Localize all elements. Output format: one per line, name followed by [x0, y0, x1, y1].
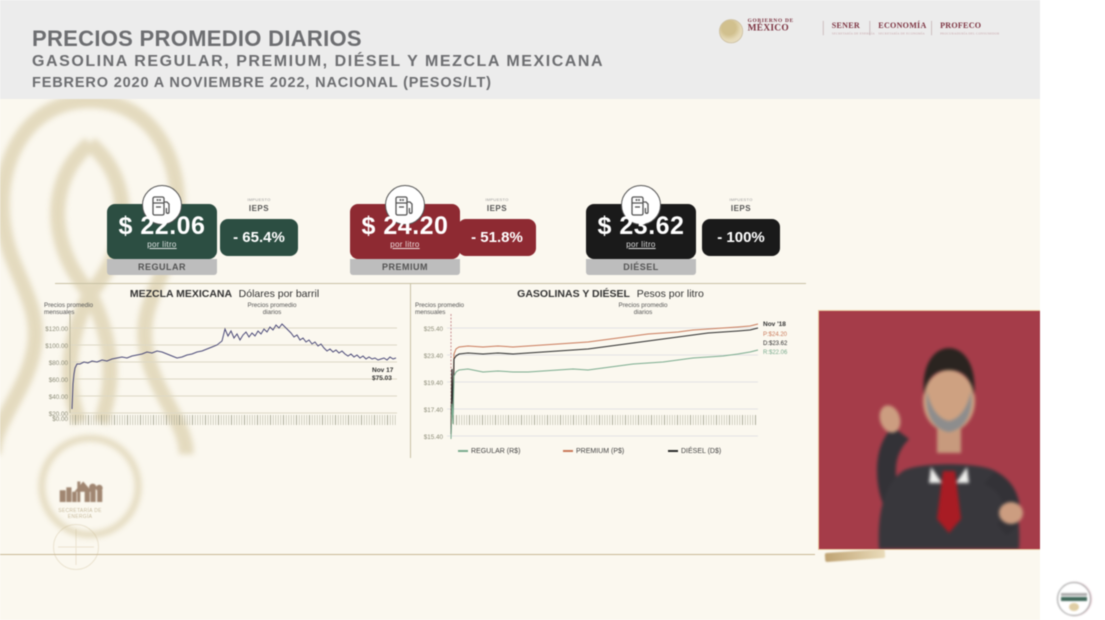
svg-text:$19.40: $19.40 [424, 380, 444, 387]
svg-text:$60.00: $60.00 [49, 377, 69, 384]
svg-text:$0.00: $0.00 [52, 416, 68, 423]
svg-text:D:$23.62: D:$23.62 [763, 341, 788, 347]
svg-text:$25.40: $25.40 [424, 326, 444, 333]
svg-text:$17.40: $17.40 [424, 407, 444, 414]
svg-text:P:$24.20: P:$24.20 [763, 332, 788, 338]
svg-text:R:$22.06: R:$22.06 [763, 350, 788, 356]
svg-text:$23.40: $23.40 [424, 353, 444, 360]
svg-text:Nov '18: Nov '18 [763, 321, 786, 328]
svg-text:Nov 17: Nov 17 [372, 367, 394, 374]
svg-text:$15.40: $15.40 [424, 434, 444, 441]
svg-text:$80.00: $80.00 [49, 360, 69, 367]
svg-text:$40.00: $40.00 [49, 394, 69, 401]
svg-text:$100.00: $100.00 [45, 343, 68, 350]
svg-text:$120.00: $120.00 [45, 326, 68, 333]
svg-text:$75.03: $75.03 [372, 375, 392, 382]
